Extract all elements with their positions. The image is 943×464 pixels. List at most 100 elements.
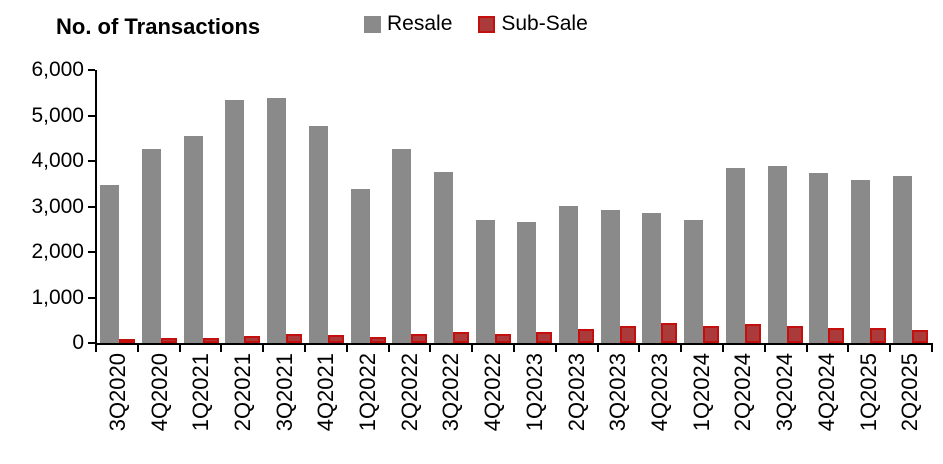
plot-area [95,70,933,345]
bar-subsale-1q2023 [536,332,553,343]
x-tick-mark [429,345,431,352]
x-tick-label: 2Q2024 [730,353,756,432]
bar-group-2q2023 [556,70,598,343]
bar-subsale-1q2021 [202,338,219,343]
y-tick-label: 0 [72,331,84,354]
legend-label-subsale: Sub-Sale [501,12,588,35]
x-tick-mark [220,345,222,352]
bar-subsale-4q2023 [661,323,678,343]
bar-group-1q2021 [180,70,222,343]
bar-subsale-1q2025 [870,328,886,343]
x-tick-mark [471,345,473,352]
bar-group-2q2024 [723,70,765,343]
bar-group-4q2020 [139,70,181,343]
bar-resale-3q2022 [433,172,453,343]
x-tick-label: 2Q2022 [396,353,422,432]
bar-subsale-3q2021 [286,334,303,343]
x-label-cell: 2Q2024 [723,353,765,431]
bar-subsale-3q2024 [786,326,803,343]
y-tick-label: 5,000 [31,104,84,127]
x-tick-mark [764,345,766,352]
x-label-cell: 2Q2023 [556,353,598,431]
bar-group-3q2023 [597,70,639,343]
x-label-cell: 1Q2021 [180,353,222,431]
y-tick-label: 4,000 [31,149,84,172]
bar-subsale-2q2021 [244,336,261,343]
x-label-cell: 2Q2022 [389,353,431,431]
x-tick-mark [513,345,515,352]
x-tick-mark [889,345,891,352]
bar-resale-3q2024 [767,166,787,343]
bar-group-2q2025 [889,70,931,343]
bar-resale-1q2022 [350,189,370,343]
bar-group-1q2022 [347,70,389,343]
x-label-cell: 3Q2020 [97,353,139,431]
bar-resale-2q2024 [725,168,745,343]
x-label-cell: 4Q2023 [639,353,681,431]
x-tick-label: 3Q2022 [438,353,464,432]
bar-subsale-2q2024 [744,324,761,343]
x-tick-mark [555,345,557,352]
bar-group-1q2024 [681,70,723,343]
x-tick-label: 4Q2022 [480,353,506,432]
bar-resale-4q2021 [308,126,328,343]
y-axis-ticks [88,0,95,464]
x-tick-mark [931,345,933,352]
bar-subsale-1q2024 [703,326,720,343]
legend-label-resale: Resale [387,12,453,35]
bar-resale-4q2020 [142,149,162,343]
x-label-cell: 3Q2022 [431,353,473,431]
bar-group-3q2021 [264,70,306,343]
x-label-cell: 2Q2021 [222,353,264,431]
bar-group-3q2020 [97,70,139,343]
x-label-cell: 2Q2025 [889,353,931,431]
x-tick-mark [680,345,682,352]
bar-resale-4q2023 [642,213,662,343]
x-tick-label: 4Q2021 [313,353,339,432]
bar-group-4q2024 [806,70,848,343]
y-axis-labels: 6,000 5,000 4,000 3,000 2,000 1,000 0 [0,58,84,354]
bar-resale-2q2021 [225,100,245,343]
x-label-cell: 4Q2020 [139,353,181,431]
x-tick-label: 1Q2024 [688,353,714,432]
x-tick-label: 3Q2021 [271,353,297,432]
bar-resale-1q2024 [684,220,704,343]
x-label-cell: 3Q2024 [764,353,806,431]
bar-subsale-2q2023 [578,329,595,343]
x-tick-mark [262,345,264,352]
bar-subsale-4q2020 [161,338,178,343]
x-tick-mark [722,345,724,352]
bars [97,70,931,343]
x-label-cell: 1Q2024 [681,353,723,431]
bar-resale-3q2023 [600,210,620,343]
bar-resale-3q2021 [267,98,287,343]
x-label-cell: 1Q2025 [848,353,890,431]
bar-group-4q2023 [639,70,681,343]
bar-resale-3q2020 [100,185,120,343]
x-tick-mark [304,345,306,352]
y-tick-mark [88,251,95,253]
bar-resale-1q2025 [851,180,870,343]
x-tick-label: 2Q2025 [897,353,923,432]
x-tick-mark [137,345,139,352]
y-tick-mark [88,115,95,117]
x-tick-mark [638,345,640,352]
x-tick-mark [388,345,390,352]
x-tick-label: 3Q2020 [104,353,130,432]
x-tick-label: 4Q2020 [146,353,172,432]
bar-resale-4q2022 [475,220,495,343]
bar-resale-2q2023 [559,206,579,343]
y-tick-mark [88,206,95,208]
x-tick-label: 1Q2025 [855,353,881,432]
bar-resale-4q2024 [809,173,829,343]
bar-group-2q2021 [222,70,264,343]
y-tick-mark [88,342,95,344]
bar-subsale-4q2024 [828,328,845,343]
x-tick-label: 4Q2024 [813,353,839,432]
legend-item-subsale: Sub-Sale [478,12,588,36]
x-tick-label: 3Q2024 [772,353,798,432]
x-tick-mark [95,345,97,352]
y-tick-label: 1,000 [31,286,84,309]
bar-subsale-1q2022 [369,337,386,343]
